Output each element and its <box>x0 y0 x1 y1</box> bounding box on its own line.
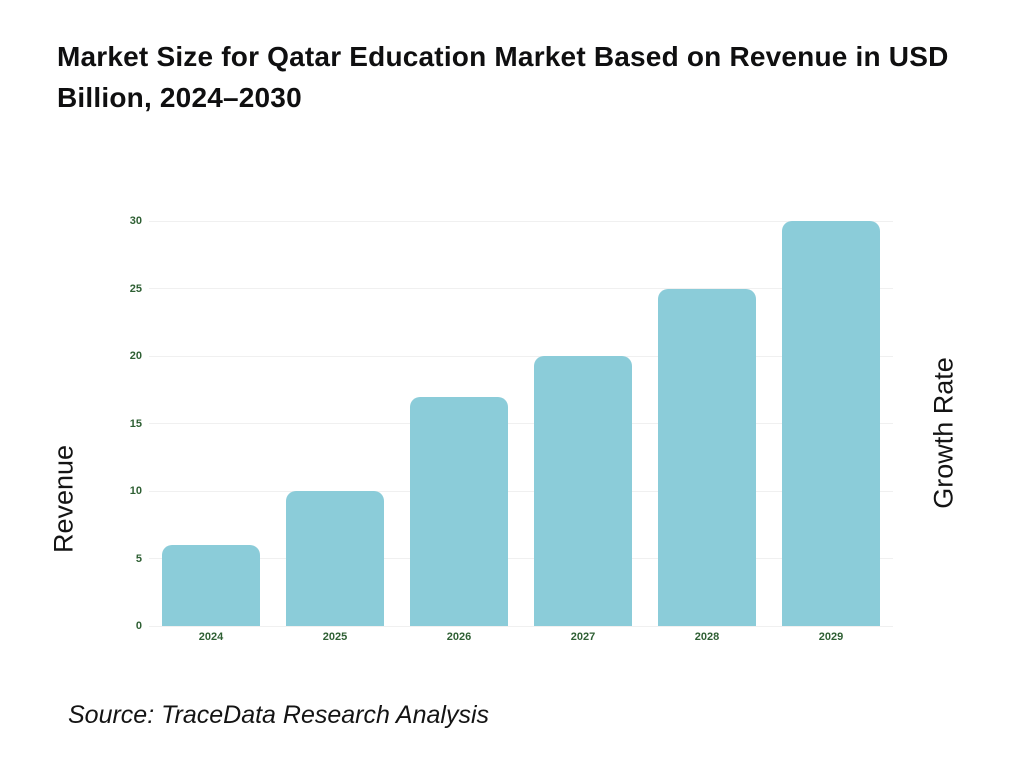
gridline-y25 <box>149 288 893 289</box>
x-tick-2024: 2024 <box>198 631 224 643</box>
y-tick-25: 25 <box>129 282 142 295</box>
bar-2026 <box>410 396 508 626</box>
x-tick-2026: 2026 <box>446 631 472 643</box>
bar-2024 <box>162 545 260 626</box>
x-tick-2025: 2025 <box>322 631 348 643</box>
gridline-y30 <box>149 220 893 222</box>
bar-2029 <box>782 221 880 626</box>
chart-title: Market Size for Qatar Education Market B… <box>57 41 949 113</box>
gridline-y20 <box>149 355 893 357</box>
bar-2027 <box>534 356 632 626</box>
y-axis-label-revenue: Revenue <box>48 444 79 554</box>
gridline-y10 <box>149 490 893 492</box>
bar-chart-plot-area: 0 5 10 15 20 25 30 2024 2025 2026 2027 2028 2029 <box>130 215 893 643</box>
source-note: Source: TraceData Research Analysis <box>68 701 490 729</box>
y2-axis-label-growth-rate: Growth Rate <box>928 357 959 509</box>
x-tick-2028: 2028 <box>694 631 720 643</box>
y-tick-0: 0 <box>135 620 142 632</box>
x-tick-2029: 2029 <box>818 631 844 643</box>
y-tick-30: 30 <box>129 215 142 227</box>
x-tick-2027: 2027 <box>570 631 596 643</box>
gridline-y15 <box>149 423 893 424</box>
bar-2025 <box>286 491 384 626</box>
y-tick-5: 5 <box>135 552 142 565</box>
y-tick-15: 15 <box>129 417 142 430</box>
y-tick-10: 10 <box>129 485 142 497</box>
bar-2028 <box>658 288 756 626</box>
gridline-y0 <box>149 625 893 627</box>
y-tick-20: 20 <box>129 350 142 362</box>
gridline-y5 <box>149 558 893 559</box>
